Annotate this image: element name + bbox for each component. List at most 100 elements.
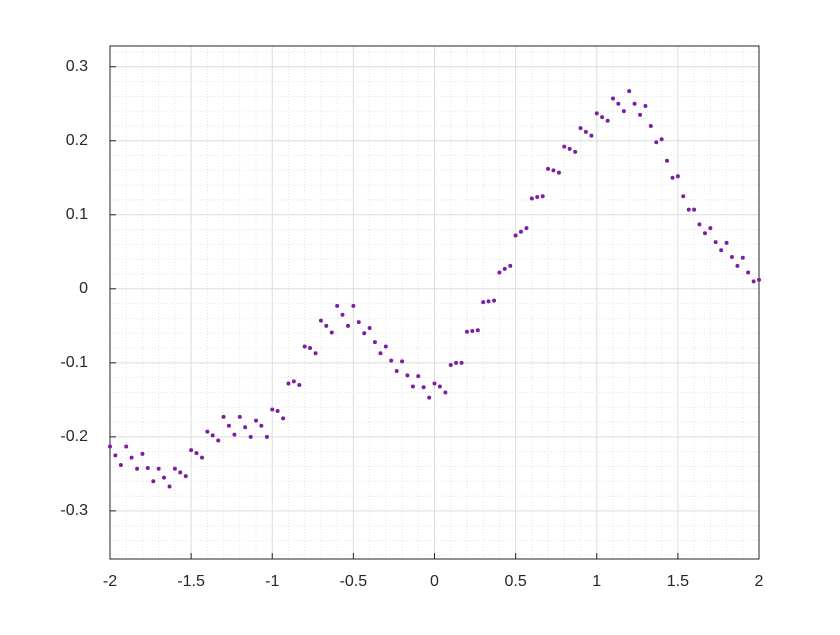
- point: [221, 414, 226, 419]
- point: [740, 255, 745, 260]
- point: [400, 359, 405, 364]
- x-tick-label: -1: [265, 573, 279, 590]
- x-tick-label: 0.5: [505, 573, 527, 590]
- point: [610, 96, 615, 101]
- point: [113, 453, 118, 458]
- point: [389, 358, 394, 363]
- point: [108, 444, 112, 449]
- point: [648, 123, 653, 128]
- point: [372, 340, 377, 345]
- point: [335, 303, 340, 308]
- point: [562, 144, 567, 149]
- point: [578, 126, 583, 131]
- point: [135, 466, 140, 471]
- point: [443, 390, 448, 395]
- point: [719, 248, 724, 253]
- point: [573, 149, 578, 154]
- point: [751, 279, 756, 284]
- point: [286, 381, 291, 386]
- y-tick-label: 0.1: [66, 206, 88, 223]
- point: [589, 133, 594, 138]
- point: [140, 451, 145, 456]
- point: [226, 423, 231, 428]
- point: [535, 195, 540, 200]
- point: [205, 429, 210, 434]
- point: [162, 475, 167, 480]
- point: [118, 462, 123, 467]
- point: [367, 326, 372, 331]
- point: [492, 298, 497, 303]
- point: [546, 166, 551, 171]
- point: [167, 484, 172, 489]
- point: [757, 277, 761, 282]
- point: [638, 112, 643, 117]
- point: [583, 129, 588, 134]
- point: [405, 373, 410, 378]
- point: [297, 383, 302, 388]
- point: [529, 196, 534, 201]
- point: [675, 174, 680, 179]
- point: [697, 222, 702, 227]
- point: [594, 111, 599, 116]
- point: [151, 479, 156, 484]
- point: [308, 346, 313, 351]
- point: [383, 344, 388, 349]
- axes-box: [109, 45, 760, 560]
- point: [475, 328, 480, 333]
- x-tick-label: -0.5: [340, 573, 368, 590]
- point: [199, 455, 204, 460]
- point: [621, 109, 626, 114]
- point: [216, 438, 221, 443]
- point: [540, 194, 545, 199]
- point: [362, 331, 367, 336]
- point: [340, 312, 345, 317]
- point: [329, 330, 334, 335]
- x-tick-label: -1.5: [177, 573, 205, 590]
- point: [600, 115, 605, 120]
- point: [686, 207, 691, 212]
- point: [378, 351, 383, 356]
- point: [346, 323, 351, 328]
- point: [632, 101, 637, 106]
- point: [356, 320, 361, 325]
- point: [318, 318, 323, 323]
- point: [729, 254, 734, 259]
- point: [524, 226, 529, 231]
- point: [421, 385, 426, 390]
- point: [302, 344, 307, 349]
- point: [145, 465, 150, 470]
- x-tick-label: -2: [103, 573, 117, 590]
- point: [189, 448, 194, 453]
- point: [708, 226, 713, 231]
- y-tick-label: -0.1: [60, 354, 88, 371]
- point: [324, 323, 329, 328]
- point: [194, 451, 199, 456]
- point: [275, 408, 280, 413]
- y-tick-label: 0.2: [66, 132, 88, 149]
- point: [248, 434, 253, 439]
- point: [410, 384, 415, 389]
- point: [508, 263, 513, 268]
- point: [313, 351, 318, 356]
- point: [437, 384, 442, 389]
- point: [518, 229, 523, 234]
- point: [427, 395, 432, 400]
- point: [470, 329, 475, 333]
- point: [259, 423, 264, 428]
- point: [681, 194, 686, 199]
- point: [746, 270, 751, 275]
- point: [264, 434, 269, 439]
- point: [605, 118, 610, 123]
- point: [156, 466, 161, 471]
- point: [713, 240, 718, 245]
- y-tick-label: 0: [79, 280, 88, 297]
- point: [416, 374, 421, 379]
- point: [464, 329, 469, 334]
- point: [172, 466, 177, 471]
- y-tick-label: -0.2: [60, 428, 88, 445]
- point: [124, 444, 129, 449]
- point: [659, 137, 664, 142]
- point: [454, 360, 459, 365]
- point: [502, 266, 507, 271]
